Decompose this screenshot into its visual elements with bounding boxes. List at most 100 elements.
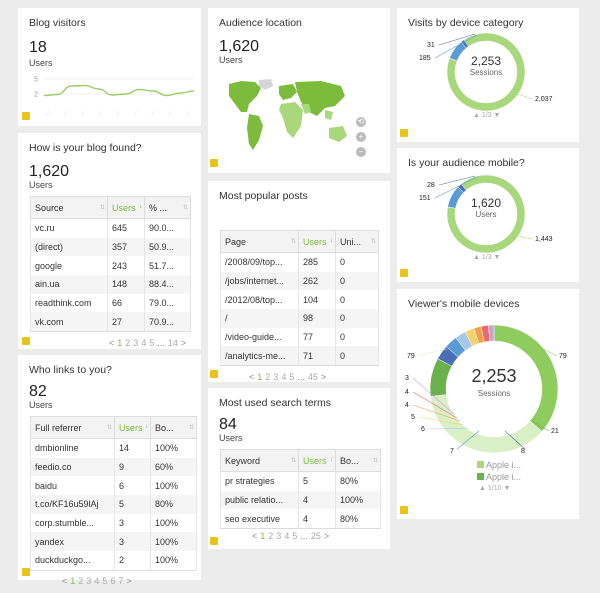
table-row[interactable]: readthink.com 66 79.0... [30,293,191,313]
pager-prev-button[interactable]: < [252,531,258,541]
pager-prev-button[interactable]: < [62,576,68,586]
table-cell: pr strategies [220,471,299,491]
table-row[interactable]: seo executive 4 80% [220,509,381,530]
pager-page-button[interactable]: 7 [118,576,124,586]
pager-page-button[interactable]: 3 [276,531,282,541]
pager-next-button[interactable]: > [320,372,327,382]
table-row[interactable]: pr strategies 5 80% [220,471,381,491]
x-tick-label: — [44,110,52,117]
pager-page-button[interactable]: 3 [86,576,92,586]
table-row[interactable]: google 243 51.7... [30,256,191,276]
column-header-users[interactable]: Users ↓ [298,449,336,472]
column-header-unique[interactable]: Uni... ⇅ [335,230,379,253]
table-row[interactable]: yandex 3 100% [30,532,197,552]
table-row[interactable]: /2008/09/top... 285 0 [220,252,379,272]
pager-page-button[interactable]: 3 [273,372,279,382]
who-links-label: Users [29,400,53,410]
map-zoom-out-icon[interactable]: − [356,147,366,157]
blog-visitors-title: Blog visitors [29,17,86,29]
pager-page-button[interactable]: 1 [257,372,263,382]
table-cell: 285 [298,252,336,272]
table-cell: 70.9... [144,312,191,333]
legend-item[interactable]: Apple i... [477,460,521,470]
audience-mobile-nav[interactable]: ▲ 1/3 ▼ [473,254,501,261]
table-row[interactable]: t.co/KF16u59lAj 5 80% [30,495,197,514]
pager-page-button[interactable]: 4 [94,576,100,586]
legend-item[interactable]: Apple i... [477,472,521,482]
widget-logo-icon [210,537,218,545]
column-header-full-referrer[interactable]: Full referrer ⇅ [30,416,115,439]
table-row[interactable]: dmbionline 14 100% [30,438,197,458]
column-header-keyword[interactable]: Keyword ⇅ [220,449,299,472]
table-row[interactable]: /video-guide... 77 0 [220,327,379,347]
widget-logo-icon [400,506,408,514]
pager-page-button[interactable]: 4 [141,338,147,348]
pager-page-button[interactable]: 5 [149,338,155,348]
pager-page-button[interactable]: 4 [284,531,290,541]
table-row[interactable]: vc.ru 645 90.0... [30,218,191,238]
table-row[interactable]: vk.com 27 70.9... [30,312,191,333]
map-zoom-in-icon[interactable]: + [356,132,366,142]
table-row[interactable]: /2012/08/top... 104 0 [220,290,379,310]
pager-last-page-button[interactable]: 25 [310,531,321,541]
map-reset-icon[interactable]: ⟲ [356,117,366,127]
donut-slice[interactable] [430,394,543,454]
pager-page-button[interactable]: 5 [102,576,108,586]
table-row[interactable]: baidu 6 100% [30,476,197,496]
column-header-users[interactable]: Users ↓ [114,416,151,439]
pager-page-button[interactable]: 4 [281,372,287,382]
pager-page-button[interactable]: 2 [125,338,131,348]
pager-prev-button[interactable]: < [249,372,255,382]
table-row[interactable]: duckduckgo... 2 100% [30,551,197,571]
pager-next-button[interactable]: > [323,531,330,541]
table-cell: 80% [335,471,381,491]
table-row[interactable]: public relatio... 4 100% [220,490,381,510]
pager-page-button[interactable]: 1 [70,576,76,586]
table-row[interactable]: (direct) 357 50.9... [30,237,191,257]
pager-last-page-button[interactable]: 45 [307,372,318,382]
column-header-users[interactable]: Users ↓ [107,196,145,219]
posts-pager: <1 2 3 4 5... 45 > [249,372,329,382]
mobile-devices-title: Viewer's mobile devices [408,298,520,310]
column-header-bounce[interactable]: Bo... ⇅ [335,449,381,472]
table-row[interactable]: corp.stumble... 3 100% [30,513,197,533]
pager-page-button[interactable]: 5 [289,372,295,382]
column-header-source[interactable]: Source ⇅ [30,196,108,219]
pager-page-button[interactable]: 2 [268,531,274,541]
x-tick-label: — [62,110,70,117]
device-category-nav[interactable]: ▲ 1/3 ▼ [473,112,501,119]
pager-last-page-button[interactable]: 14 [167,338,178,348]
column-header-percent[interactable]: % ... ⇅ [144,196,191,219]
pager-next-button[interactable]: > [126,576,132,586]
pager-page-button[interactable]: 5 [292,531,298,541]
table-row[interactable]: ain.ua 148 88.4... [30,275,191,294]
pager-page-button[interactable]: 1 [117,338,123,348]
table-cell: public relatio... [220,490,299,510]
pager-page-button[interactable]: 1 [260,531,266,541]
world-map[interactable] [221,78,356,156]
table-row[interactable]: /analytics-me... 71 0 [220,346,379,367]
audience-mobile-title: Is your audience mobile? [408,157,525,169]
table-row[interactable]: /jobs/internet... 262 0 [220,271,379,291]
table-row[interactable]: feedio.co 9 60% [30,457,197,477]
donut-slice[interactable] [488,324,495,342]
table-row[interactable]: /98 0 [220,309,379,328]
pager-page-button[interactable]: 6 [110,576,116,586]
mobile-devices-nav[interactable]: ▲ 1/10 ▼ [479,485,511,492]
x-tick-label: — [132,110,140,117]
pager-page-button[interactable]: 2 [265,372,271,382]
pager-prev-button[interactable]: < [109,338,115,348]
search-terms-table: Keyword ⇅ Users ↓ Bo... ⇅ pr strategies 5 80%… [220,449,381,530]
pager-page-button[interactable]: 2 [78,576,84,586]
pager-page-button[interactable]: 3 [133,338,139,348]
table-cell: ain.ua [30,275,108,294]
column-header-bounce[interactable]: Bo... ⇅ [150,416,197,439]
legend-swatch [477,473,484,480]
donut-slice[interactable] [446,32,526,112]
column-header-users[interactable]: Users ↓ [298,230,336,253]
blog-found-label: Users [29,180,53,190]
y-tick-label: 2 [34,92,38,99]
pager-next-button[interactable]: > [180,338,187,348]
audience-location-value: 1,620 [219,38,260,55]
column-header-page[interactable]: Page ⇅ [220,230,299,253]
